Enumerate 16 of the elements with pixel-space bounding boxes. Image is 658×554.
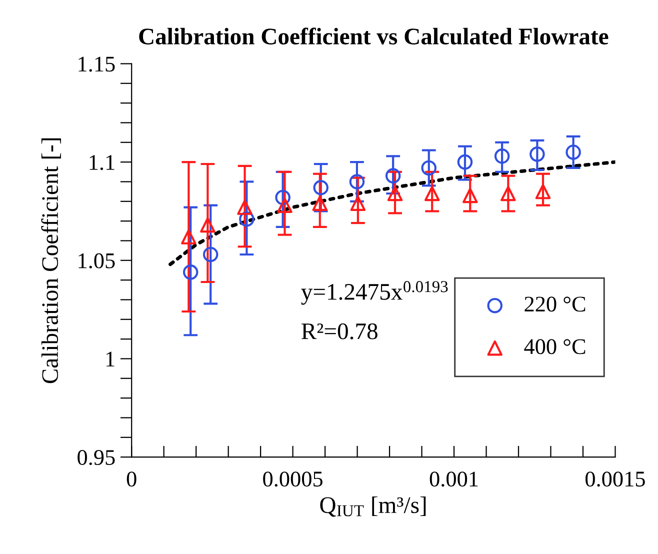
legend-label: 400 °C xyxy=(524,339,586,354)
y-tick-label: 1.1 xyxy=(90,155,114,170)
x-axis-title: Q$_{IUT}$ [m³/s] xyxy=(320,496,426,517)
y-tick-label: 1.05 xyxy=(78,253,115,268)
legend-label: 220 °C xyxy=(524,296,586,312)
x-tick-label: 0.0005 xyxy=(263,472,322,487)
chart-title: Calibration Coefficient vs Calculated Flowrate xyxy=(139,28,608,45)
x-tick-label: 0.001 xyxy=(430,472,478,487)
y-tick-label: 1 xyxy=(106,352,114,366)
annotation: R²=0.78 xyxy=(302,323,378,340)
x-tick-label: 0.0015 xyxy=(586,472,645,487)
y-tick-label: 0.95 xyxy=(78,450,115,466)
x-tick-label: 0 xyxy=(126,472,136,487)
annotation: y=1.2475x$^{0.0193}$ xyxy=(301,281,448,305)
y-tick-label: 1.15 xyxy=(78,56,115,72)
y-axis-title: Calibration Coefficient [-] xyxy=(41,138,61,384)
